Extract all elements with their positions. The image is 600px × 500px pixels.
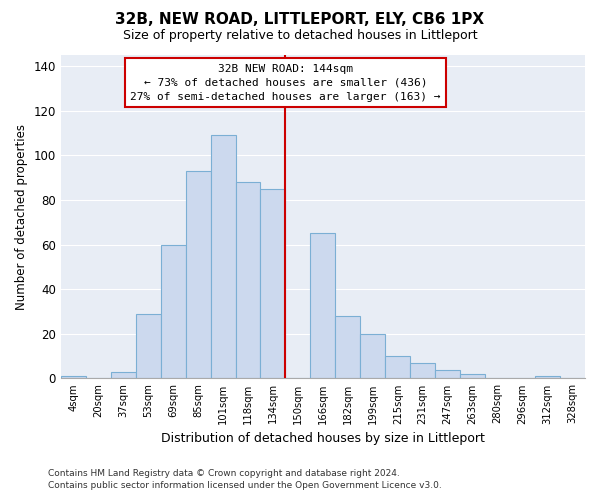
Bar bbox=[211, 136, 236, 378]
Bar bbox=[435, 370, 460, 378]
Bar bbox=[535, 376, 560, 378]
Y-axis label: Number of detached properties: Number of detached properties bbox=[15, 124, 28, 310]
Bar bbox=[361, 334, 385, 378]
Bar bbox=[61, 376, 86, 378]
Bar bbox=[385, 356, 410, 378]
Bar bbox=[136, 314, 161, 378]
Bar bbox=[310, 234, 335, 378]
Bar bbox=[260, 189, 286, 378]
X-axis label: Distribution of detached houses by size in Littleport: Distribution of detached houses by size … bbox=[161, 432, 485, 445]
Bar bbox=[410, 363, 435, 378]
Text: 32B NEW ROAD: 144sqm
← 73% of detached houses are smaller (436)
27% of semi-deta: 32B NEW ROAD: 144sqm ← 73% of detached h… bbox=[130, 64, 441, 102]
Bar bbox=[111, 372, 136, 378]
Bar bbox=[185, 171, 211, 378]
Bar bbox=[460, 374, 485, 378]
Bar bbox=[236, 182, 260, 378]
Text: Contains HM Land Registry data © Crown copyright and database right 2024.
Contai: Contains HM Land Registry data © Crown c… bbox=[48, 468, 442, 490]
Bar bbox=[161, 244, 185, 378]
Text: Size of property relative to detached houses in Littleport: Size of property relative to detached ho… bbox=[122, 29, 478, 42]
Text: 32B, NEW ROAD, LITTLEPORT, ELY, CB6 1PX: 32B, NEW ROAD, LITTLEPORT, ELY, CB6 1PX bbox=[115, 12, 485, 28]
Bar bbox=[335, 316, 361, 378]
